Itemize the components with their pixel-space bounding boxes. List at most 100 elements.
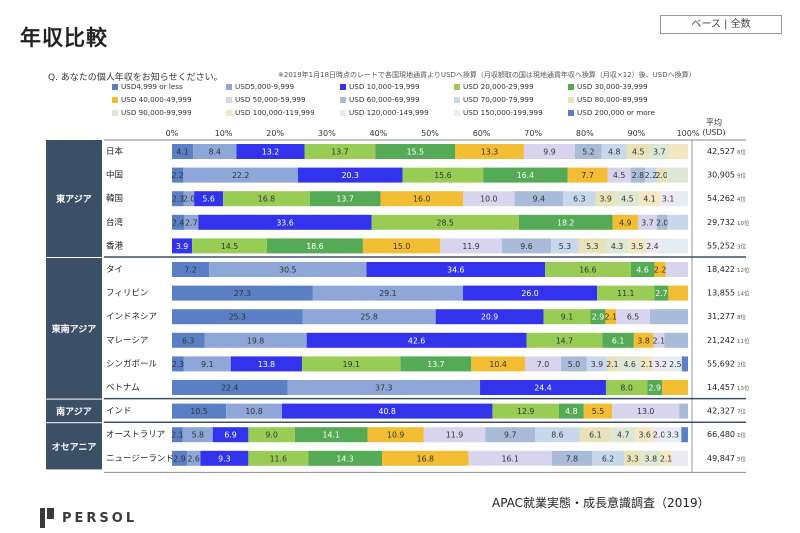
bar-segment	[645, 167, 657, 183]
bar-segment	[302, 309, 436, 325]
data-label: 11.9	[446, 431, 463, 440]
average-column-header: 平均 (USD)	[694, 118, 734, 138]
bar-segment	[309, 191, 381, 207]
bar-segment	[641, 450, 661, 466]
legend-item: USD4,999 or less	[112, 82, 183, 91]
bar-segment	[658, 238, 688, 254]
data-label: 2.1	[653, 336, 665, 345]
bar-segment	[172, 262, 210, 277]
legend-swatch	[112, 110, 118, 116]
x-tick-label: 30%	[318, 129, 336, 138]
x-tick-label: 40%	[370, 129, 388, 138]
bar-segment	[172, 403, 227, 419]
bar-segment	[362, 238, 441, 254]
persol-logo-text: PERSOL	[62, 511, 138, 526]
region-label: 南アジア	[56, 405, 92, 417]
data-label: 29.1	[379, 289, 396, 298]
bar-segment	[657, 214, 668, 230]
country-label: 韓国	[106, 193, 123, 204]
bar-segment	[501, 238, 552, 254]
country-label: インド	[106, 407, 132, 417]
data-label: 2.2	[654, 266, 666, 275]
data-label: 2.8	[632, 171, 644, 180]
legend-label: USD 70,000-79,999	[463, 95, 534, 104]
data-label: 16.0	[413, 195, 430, 204]
data-label: 2.1	[660, 454, 672, 463]
page-title: 年収比較	[20, 26, 108, 50]
bar-segment	[612, 403, 680, 419]
data-label: 2.2	[645, 171, 657, 180]
bar-segment	[172, 450, 187, 466]
x-tick-label: 50%	[421, 129, 439, 138]
data-label: 15.0	[393, 242, 410, 251]
bar-segment	[665, 262, 688, 277]
legend-swatch	[226, 97, 232, 103]
rank-label: 13位	[737, 384, 750, 392]
data-label: 9.1	[201, 360, 213, 369]
data-label: 3.3	[626, 454, 638, 463]
rank-label: 8位	[737, 313, 746, 321]
data-label: 4.6	[623, 360, 635, 369]
data-label: 4.5	[621, 195, 633, 204]
bar-segment	[649, 144, 669, 159]
data-label: 14.3	[336, 454, 353, 463]
bar-segment	[485, 427, 536, 443]
bar-segment	[223, 191, 310, 207]
data-label: 34.6	[447, 266, 464, 275]
bar-segment	[597, 285, 655, 301]
average-value: 54,262	[707, 194, 735, 203]
data-label: 7.7	[581, 171, 593, 180]
region-label: 東南アジア	[52, 323, 97, 335]
legend-label: USD 10,000-19,999	[349, 82, 420, 91]
bar-segment	[602, 332, 634, 348]
bar-segment	[638, 191, 661, 207]
data-label: 9.9	[543, 148, 555, 157]
data-label: 10.4	[489, 360, 506, 369]
data-label: 6.9	[224, 431, 236, 440]
data-label: 9.0	[265, 431, 277, 440]
bar-segment	[297, 167, 403, 183]
legend-swatch	[454, 110, 460, 116]
bar-segment	[543, 309, 591, 325]
legend-label: USD 20,000-29,999	[463, 82, 534, 91]
bar-segment	[578, 238, 606, 254]
rank-label: 11位	[737, 337, 750, 345]
bar-segment	[652, 356, 669, 372]
data-label: 13.0	[637, 407, 654, 416]
bar-segment	[183, 191, 195, 207]
bar-segment	[653, 332, 665, 348]
bar-segment	[615, 191, 639, 207]
data-label: 16.8	[417, 454, 434, 463]
data-label: 2.4	[172, 218, 184, 227]
bar-segment	[611, 427, 636, 443]
data-label: 4.1	[176, 148, 188, 157]
average-header-line: 平均	[706, 118, 722, 127]
x-tick-label: 90%	[628, 129, 646, 138]
bar-segment	[524, 356, 562, 372]
legend-item: USD 60,000-69,999	[340, 95, 420, 104]
legend-label: USD 40,000-49,999	[121, 95, 192, 104]
legend-label: USD 150,000-199,999	[463, 108, 543, 117]
legend-item: USD 20,000-29,999	[454, 82, 534, 91]
data-label: 16.6	[579, 266, 596, 275]
bar-segment	[435, 309, 544, 325]
legend-label: USD 200,000 or more	[577, 108, 655, 117]
legend-swatch	[340, 84, 346, 90]
data-label: 14.7	[556, 336, 573, 345]
bar-segment	[649, 309, 688, 325]
bar-segment	[624, 450, 642, 466]
region-block	[46, 399, 102, 423]
data-label: 15.5	[407, 148, 424, 157]
bar-segment	[668, 356, 682, 372]
bar-segment	[635, 427, 654, 443]
bar-segment	[561, 356, 587, 372]
data-label: 4.3	[611, 242, 623, 251]
bar-segment	[172, 238, 193, 254]
bar-segment	[630, 262, 655, 277]
bar-segment	[605, 309, 617, 325]
data-label: 24.4	[534, 384, 551, 393]
x-tick-label: 80%	[576, 129, 594, 138]
data-label: 2.7	[185, 218, 197, 227]
average-value: 31,277	[707, 312, 735, 321]
